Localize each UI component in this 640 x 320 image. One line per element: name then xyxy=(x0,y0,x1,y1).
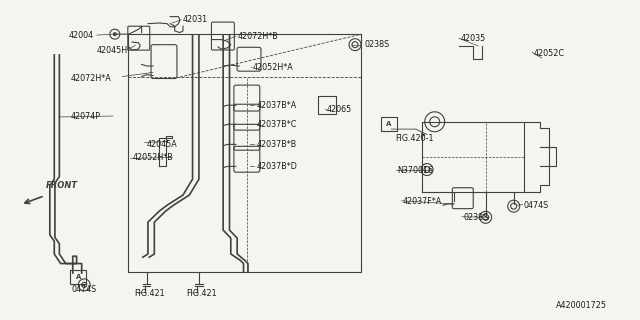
Text: A: A xyxy=(387,121,392,127)
Text: 42037B*C: 42037B*C xyxy=(256,120,297,129)
Bar xyxy=(318,96,336,114)
Text: 42072H*B: 42072H*B xyxy=(237,32,278,41)
Text: 42052H*A: 42052H*A xyxy=(253,63,294,72)
Text: 42037B*B: 42037B*B xyxy=(256,140,296,149)
Text: 42052H*B: 42052H*B xyxy=(132,153,173,162)
Text: 42037B*A: 42037B*A xyxy=(256,101,296,110)
Text: 42035: 42035 xyxy=(460,35,485,44)
Text: FRONT: FRONT xyxy=(46,181,78,190)
Text: 42004: 42004 xyxy=(68,31,94,40)
Text: 42074P: 42074P xyxy=(70,112,100,121)
Bar xyxy=(70,270,86,284)
Text: 42052C: 42052C xyxy=(534,49,564,58)
Text: 42072H*A: 42072H*A xyxy=(70,74,111,83)
Text: FIG.421: FIG.421 xyxy=(134,289,164,298)
Bar xyxy=(381,117,397,131)
Text: 42037B*D: 42037B*D xyxy=(256,162,297,171)
Text: N370016: N370016 xyxy=(397,166,434,175)
Circle shape xyxy=(113,32,117,36)
Text: 0474S: 0474S xyxy=(72,284,97,293)
Text: 0238S: 0238S xyxy=(365,40,390,49)
Text: 42037F*A: 42037F*A xyxy=(403,197,442,206)
Text: 42031: 42031 xyxy=(183,15,208,24)
Text: 42045H: 42045H xyxy=(97,45,128,55)
Text: 42065: 42065 xyxy=(326,105,351,114)
Text: 0238S: 0238S xyxy=(463,213,488,222)
Text: A420001725: A420001725 xyxy=(556,301,607,310)
Text: 42045A: 42045A xyxy=(147,140,177,148)
Text: A: A xyxy=(76,274,81,280)
Text: 0474S: 0474S xyxy=(524,201,549,210)
Text: FIG.421: FIG.421 xyxy=(186,289,217,298)
Text: FIG.420-1: FIG.420-1 xyxy=(395,134,434,143)
